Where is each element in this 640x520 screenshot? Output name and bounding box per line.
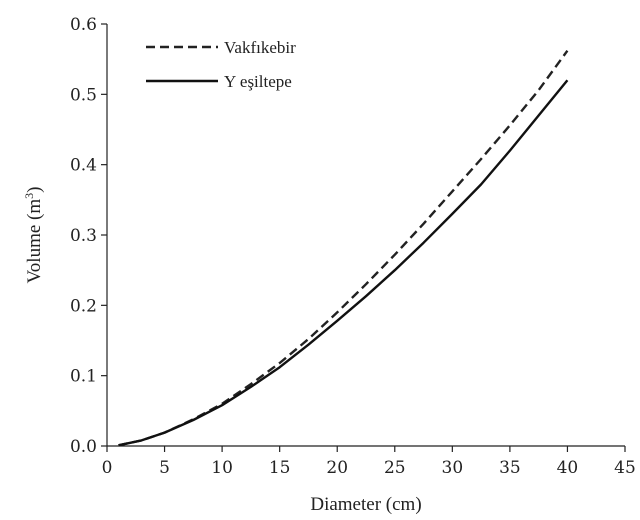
x-tick-label: 20 <box>326 458 348 478</box>
x-tick-label: 30 <box>442 458 464 478</box>
y-tick-label: 0.5 <box>70 85 97 105</box>
series-line-1 <box>118 79 569 447</box>
series-line-0 <box>118 49 569 447</box>
y-tick-label: 0.6 <box>70 15 97 35</box>
y-axis-title-main: Volume (m <box>24 199 45 284</box>
y-tick-label: 0.3 <box>70 226 97 246</box>
x-tick-label: 25 <box>384 458 406 478</box>
x-tick-label: 15 <box>269 458 291 478</box>
x-tick-label: 40 <box>557 458 579 478</box>
series-layer <box>118 49 569 447</box>
x-ticks: 0 5 10 15 20 25 30 35 40 45 <box>102 446 636 478</box>
x-tick-label: 10 <box>211 458 233 478</box>
y-tick-label: 0.4 <box>70 156 97 176</box>
x-tick-label: 35 <box>499 458 521 478</box>
y-ticks: 0.0 0.1 0.2 0.3 0.4 0.5 0.6 <box>70 15 107 457</box>
y-tick-label: 0.0 <box>70 437 97 457</box>
x-tick-label: 45 <box>614 458 636 478</box>
x-axis-title: Diameter (cm) <box>310 494 421 515</box>
y-tick-label: 0.2 <box>70 296 97 316</box>
legend-label-vakfikebir: Vakfıkebir <box>224 38 296 57</box>
legend: Vakfıkebir Y eşiltepe <box>146 38 296 91</box>
y-axis-title-close: ) <box>24 187 45 193</box>
legend-label-yesiltepe: Y eşiltepe <box>224 72 292 91</box>
axes <box>106 24 625 447</box>
y-axis-title-superscript: 3 <box>22 193 36 199</box>
x-tick-label: 0 <box>102 458 113 478</box>
x-tick-label: 5 <box>159 458 170 478</box>
y-tick-label: 0.1 <box>70 367 97 387</box>
y-axis-title: Volume (m3) <box>22 187 45 284</box>
